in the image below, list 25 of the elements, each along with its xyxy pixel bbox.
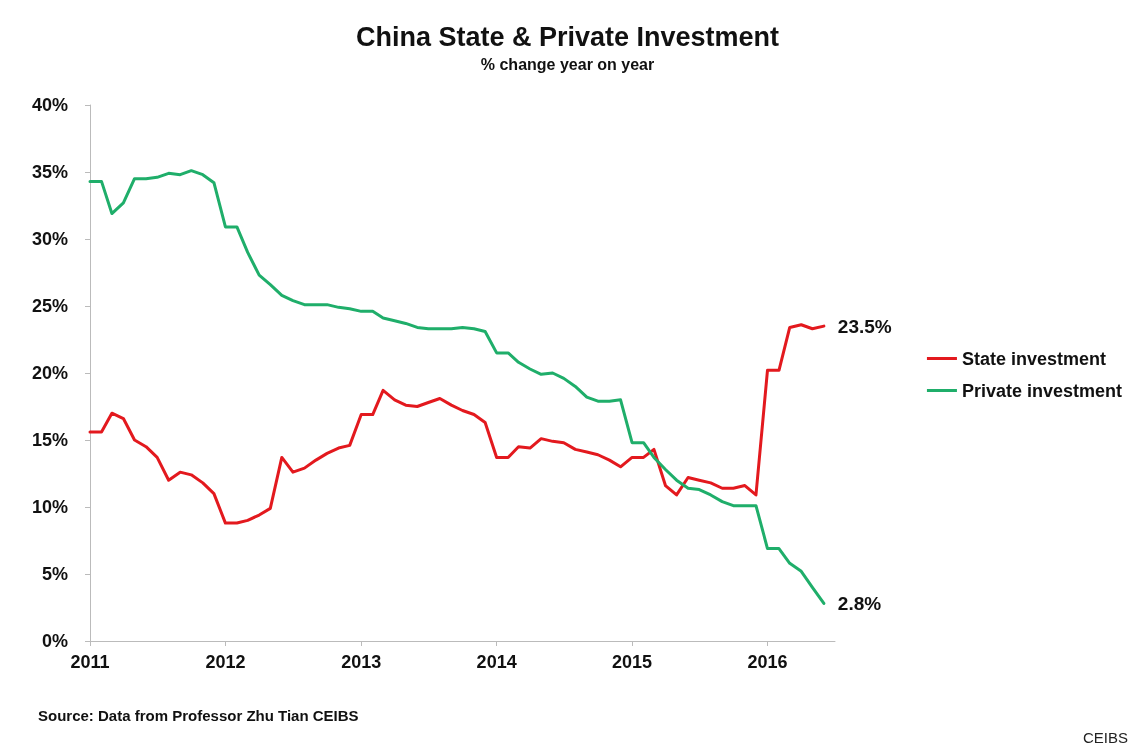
x-tick-label: 2015 bbox=[612, 652, 653, 672]
y-tick-label: 25% bbox=[31, 296, 68, 316]
legend-label: State investment bbox=[961, 348, 1106, 369]
y-tick-label: 35% bbox=[31, 162, 68, 182]
y-tick-label: 10% bbox=[31, 497, 68, 517]
y-tick-label: 15% bbox=[31, 430, 68, 450]
source-note: Source: Data from Professor Zhu Tian CEIBS bbox=[38, 706, 359, 724]
line-series bbox=[88, 169, 826, 605]
text: CEIBS bbox=[1082, 728, 1128, 746]
legend-label: Private investment bbox=[961, 380, 1123, 401]
y-tick-label: 5% bbox=[41, 564, 68, 584]
x-tick-label: 2016 bbox=[747, 652, 788, 672]
annotation: 2.8% bbox=[837, 592, 882, 614]
y-tick-label: 0% bbox=[41, 631, 68, 651]
line-series bbox=[88, 323, 826, 525]
chart-title: China State & Private Investment bbox=[355, 21, 780, 52]
chart-subtitle: % change year on year bbox=[480, 55, 655, 73]
x-tick-label: 2013 bbox=[341, 652, 382, 672]
x-tick-label: 2014 bbox=[476, 652, 517, 672]
y-tick-label: 20% bbox=[31, 363, 68, 383]
x-tick-label: 2012 bbox=[205, 652, 246, 672]
y-tick-label: 30% bbox=[31, 229, 68, 249]
y-tick-label: 40% bbox=[31, 95, 68, 115]
annotation: 23.5% bbox=[837, 315, 892, 337]
x-tick-label: 2011 bbox=[70, 652, 110, 672]
